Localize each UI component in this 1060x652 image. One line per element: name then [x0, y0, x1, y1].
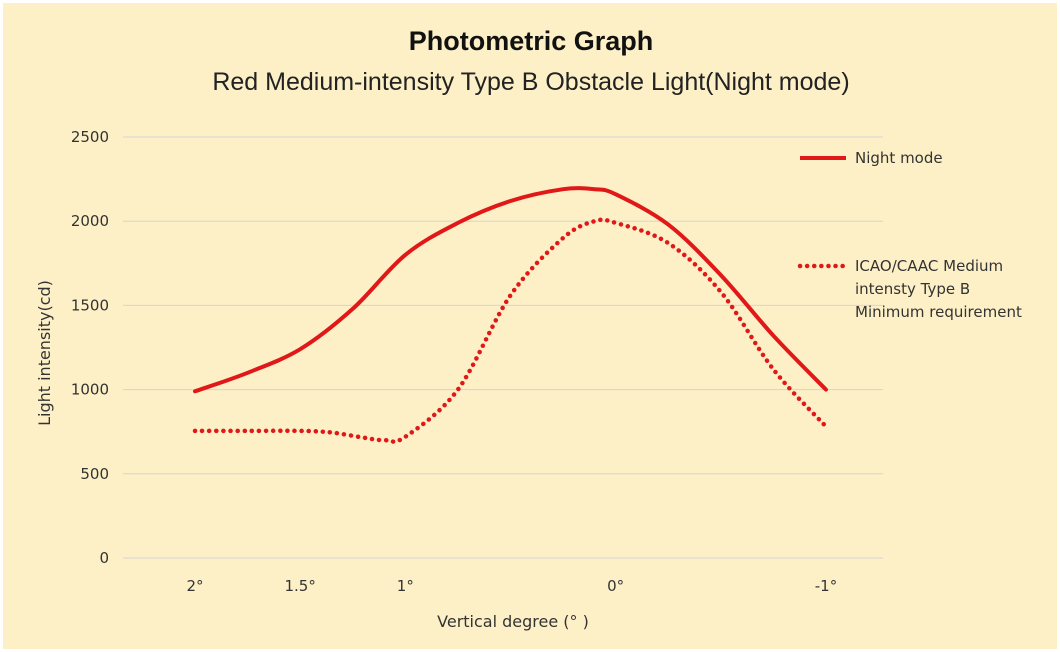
x-axis-ticks: 2° 1.5° 1° 0° -1° [186, 577, 837, 595]
x-tick-label: 1.5° [284, 577, 315, 595]
y-tick-label: 500 [80, 465, 109, 483]
chart-title: Photometric Graph [409, 26, 654, 56]
x-tick-label: 0° [607, 577, 624, 595]
x-tick-label: -1° [815, 577, 837, 595]
y-tick-label: 2000 [71, 212, 109, 230]
y-tick-label: 0 [99, 549, 109, 567]
gridlines [123, 136, 883, 559]
legend-label-minimum-requirement-line1: ICAO/CAAC Medium [855, 257, 1003, 275]
chart-subtitle: Red Medium-intensity Type B Obstacle Lig… [212, 68, 849, 96]
series-line-1 [192, 217, 829, 444]
y-tick-label: 2500 [71, 128, 109, 146]
x-tick-label: 1° [397, 577, 414, 595]
photometric-chart: Photometric Graph Red Medium-intensity T… [35, 26, 1022, 631]
y-tick-label: 1500 [71, 296, 109, 314]
series-lines [192, 186, 829, 444]
legend-label-minimum-requirement-line3: Minimum requirement [855, 303, 1022, 321]
y-axis-ticks: 0 500 1000 1500 2000 2500 [71, 128, 109, 567]
y-tick-label: 1000 [71, 381, 109, 399]
x-tick-label: 2° [186, 577, 203, 595]
series-line-0 [193, 186, 828, 394]
legend: Night mode ICAO/CAAC Medium intensty Typ… [797, 149, 1022, 321]
legend-label-night-mode: Night mode [855, 149, 943, 167]
y-axis-label: Light intensity(cd) [35, 280, 54, 426]
chart-frame: Photometric Graph Red Medium-intensity T… [3, 3, 1057, 649]
x-axis-label: Vertical degree (° ) [437, 612, 589, 631]
legend-label-minimum-requirement-line2: intensty Type B [855, 280, 970, 298]
